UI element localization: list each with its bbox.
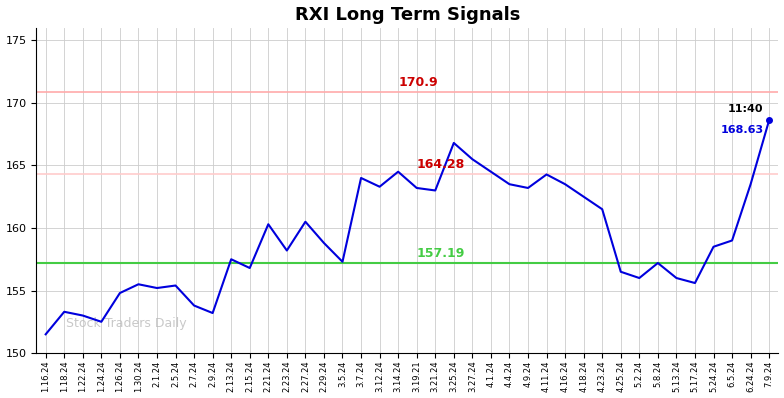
Text: 11:40: 11:40 [728,104,764,114]
Text: 164.28: 164.28 [417,158,465,171]
Text: Stock Traders Daily: Stock Traders Daily [66,317,187,330]
Text: 168.63: 168.63 [720,125,764,135]
Title: RXI Long Term Signals: RXI Long Term Signals [295,6,520,23]
Text: 157.19: 157.19 [417,247,465,260]
Text: 170.9: 170.9 [398,76,437,88]
